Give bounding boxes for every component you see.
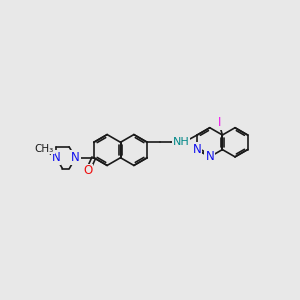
Text: N: N: [71, 151, 80, 164]
Text: N: N: [206, 150, 214, 164]
Text: NH: NH: [173, 137, 190, 147]
Text: CH₃: CH₃: [34, 143, 54, 154]
Text: I: I: [218, 116, 221, 129]
Text: N: N: [193, 143, 202, 156]
Text: N: N: [52, 151, 60, 164]
Text: O: O: [83, 164, 92, 178]
